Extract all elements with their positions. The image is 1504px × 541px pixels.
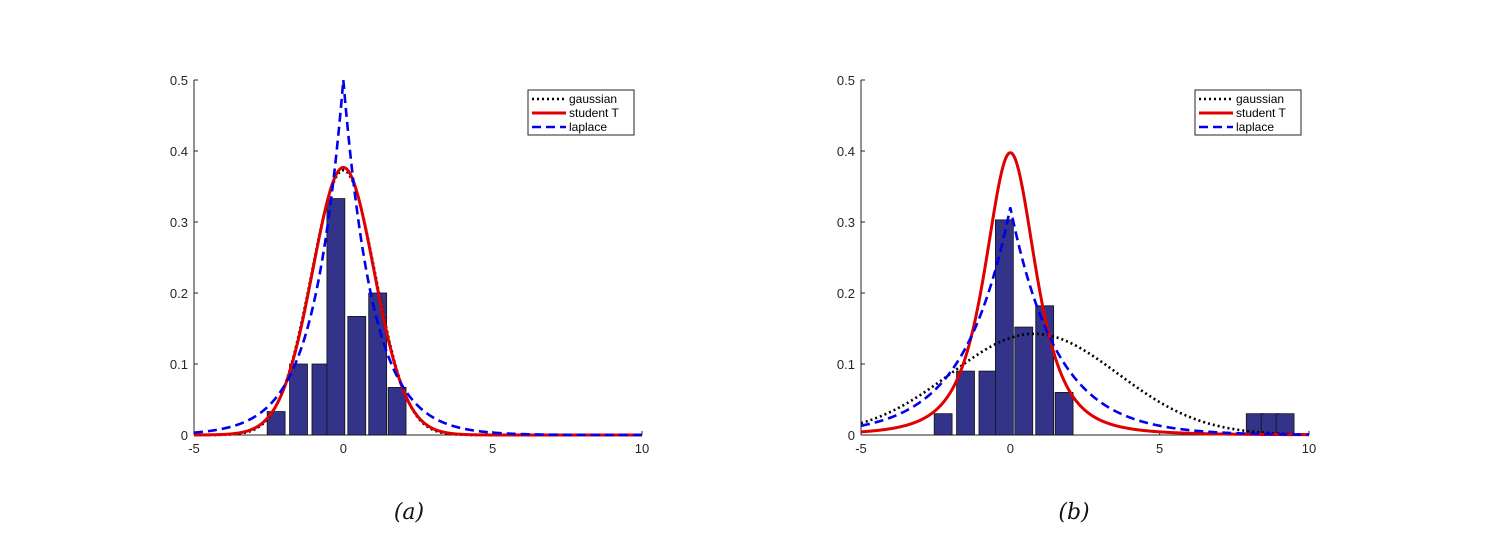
y-tick-label: 0.4: [837, 144, 855, 159]
caption-a: (a): [393, 500, 425, 525]
histogram-bar: [289, 363, 308, 436]
caption-b: (b): [1058, 500, 1090, 525]
y-tick-label: 0.4: [170, 144, 188, 159]
histogram-bar: [978, 370, 998, 436]
x-tick-label: 0: [340, 441, 347, 456]
series-line-student-T: [193, 165, 642, 437]
histogram-bar: [266, 411, 286, 436]
series-line-gaussian: [193, 168, 642, 437]
series-line-laplace: [860, 207, 1310, 436]
legend-label: laplace: [1236, 120, 1274, 134]
x-tick-label: 0: [1007, 441, 1014, 456]
histogram-bar: [326, 198, 346, 436]
x-tick-label: -5: [855, 441, 867, 456]
y-tick-label: 0.5: [837, 73, 855, 88]
y-tick-label: 0.1: [170, 357, 188, 372]
x-tick-label: 5: [489, 441, 496, 456]
legend-label: gaussian: [1236, 92, 1284, 106]
series-line-gaussian: [860, 332, 1310, 436]
histogram-bar: [347, 316, 367, 436]
y-tick-label: 0: [181, 428, 188, 443]
histogram-bar: [387, 387, 407, 436]
histogram-bar: [933, 413, 953, 436]
legend-label: student T: [1236, 106, 1286, 120]
y-tick-label: 0.3: [170, 215, 188, 230]
y-tick-label: 0.5: [170, 73, 188, 88]
series-line-student-T: [860, 151, 1309, 437]
x-tick-label: 10: [1302, 441, 1316, 456]
x-tick-label: 5: [1156, 441, 1163, 456]
histogram-bar: [956, 370, 975, 436]
histogram-bar: [1014, 326, 1034, 436]
legend-label: student T: [569, 106, 619, 120]
x-tick-label: 10: [635, 441, 649, 456]
histogram-bar: [1275, 413, 1295, 436]
legend-label: gaussian: [569, 92, 617, 106]
y-tick-label: 0.2: [170, 286, 188, 301]
y-tick-label: 0.2: [837, 286, 855, 301]
histogram-bar: [1054, 391, 1074, 436]
x-tick-label: -5: [188, 441, 200, 456]
histogram-bar: [994, 219, 1014, 436]
y-tick-label: 0.3: [837, 215, 855, 230]
legend: [527, 89, 635, 136]
legend-label: laplace: [569, 120, 607, 134]
y-tick-label: 0.1: [837, 357, 855, 372]
series-line-laplace: [193, 79, 642, 437]
y-tick-label: 0: [848, 428, 855, 443]
